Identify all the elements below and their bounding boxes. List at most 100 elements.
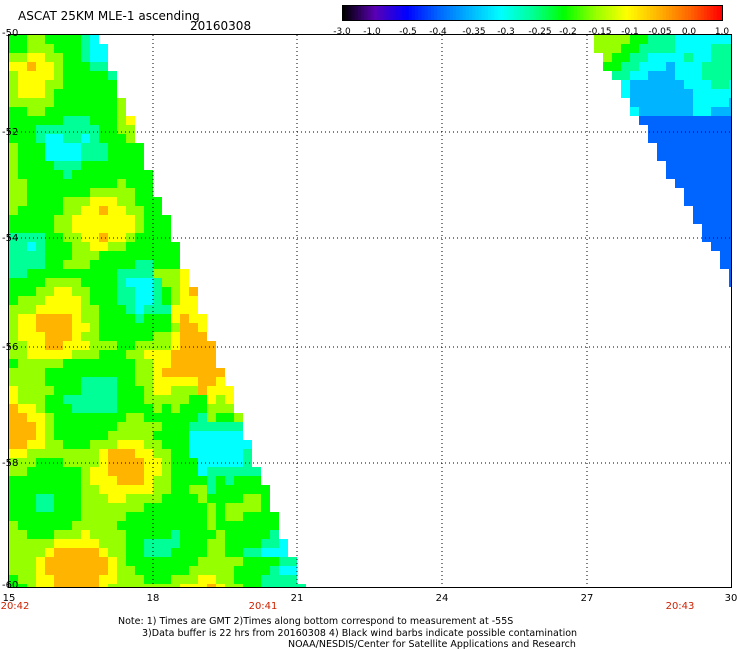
data-pixel [99,350,108,359]
data-pixel [171,350,180,359]
colorbar-cell [662,5,667,21]
data-pixel [81,80,90,89]
data-pixel [45,476,54,485]
data-pixel [162,458,171,467]
data-pixel [711,116,720,125]
data-pixel [180,494,189,503]
colorbar-cell [592,5,597,21]
data-pixel [162,269,171,278]
data-pixel [225,422,234,431]
data-pixel [117,143,126,152]
data-pixel [117,431,126,440]
data-pixel [135,413,144,422]
data-pixel [108,98,117,107]
data-pixel [189,521,198,530]
data-pixel [126,404,135,413]
data-pixel [27,413,36,422]
data-pixel [729,251,731,260]
data-pixel [198,431,207,440]
data-pixel [162,494,171,503]
data-pixel [99,548,108,557]
data-pixel [162,341,171,350]
data-pixel [36,386,45,395]
data-pixel [702,98,711,107]
colorbar-cell [462,5,467,21]
data-pixel [207,386,216,395]
data-pixel [72,296,81,305]
data-pixel [63,422,72,431]
data-pixel [99,494,108,503]
data-pixel [63,431,72,440]
data-pixel [18,359,27,368]
data-pixel [36,440,45,449]
data-pixel [720,260,729,269]
data-pixel [18,512,27,521]
data-pixel [9,44,18,53]
data-pixel [684,134,693,143]
data-pixel [135,269,144,278]
data-pixel [189,431,198,440]
data-pixel [693,143,702,152]
data-pixel [108,188,117,197]
data-pixel [684,62,693,71]
data-pixel [189,539,198,548]
data-pixel [234,458,243,467]
data-pixel [180,566,189,575]
data-pixel [90,179,99,188]
data-pixel [162,278,171,287]
data-pixel [198,368,207,377]
data-pixel [54,467,63,476]
data-pixel [666,53,675,62]
data-pixel [81,242,90,251]
colorbar-cell [672,5,676,21]
colorbar-cell [503,5,508,21]
data-pixel [675,134,684,143]
data-pixel [27,386,36,395]
data-pixel [81,422,90,431]
data-pixel [72,53,81,62]
data-pixel [117,548,126,557]
data-pixel [72,485,81,494]
data-pixel [216,422,225,431]
data-pixel [180,314,189,323]
colorbar-cell [538,5,543,21]
data-pixel [9,116,18,125]
data-pixel [27,80,36,89]
data-pixel [657,53,666,62]
data-pixel [18,584,27,587]
data-pixel [135,395,144,404]
data-pixel [18,269,27,278]
data-pixel [135,296,144,305]
data-pixel [207,359,216,368]
colorbar-label: -0.15 [588,27,612,37]
data-pixel [189,296,198,305]
data-pixel [117,440,126,449]
data-pixel [117,584,126,587]
data-pixel [729,278,731,287]
data-pixel [234,422,243,431]
data-pixel [135,188,144,197]
data-pixel [225,449,234,458]
data-pixel [135,566,144,575]
data-pixel [99,521,108,530]
data-pixel [90,575,99,584]
data-pixel [18,44,27,53]
data-pixel [666,143,675,152]
data-pixel [153,440,162,449]
data-pixel [720,188,729,197]
data-pixel [72,539,81,548]
data-pixel [162,251,171,260]
data-pixel [657,98,666,107]
data-pixel [720,215,729,224]
data-pixel [243,539,252,548]
data-pixel [54,35,63,44]
data-pixel [279,575,288,584]
data-pixel [729,134,731,143]
colorbar-cell [570,5,575,21]
data-pixel [171,566,180,575]
data-pixel [99,458,108,467]
data-pixel [63,53,72,62]
data-pixel [153,296,162,305]
data-pixel [72,368,81,377]
data-pixel [72,458,81,467]
